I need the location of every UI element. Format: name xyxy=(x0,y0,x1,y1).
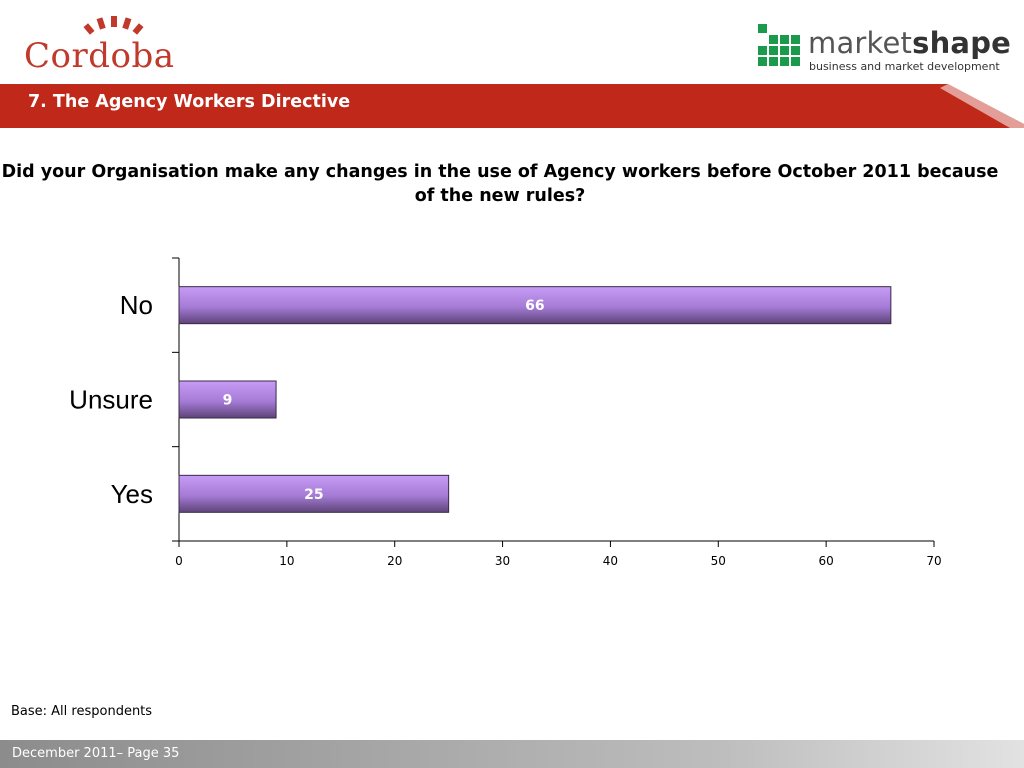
base-note: Base: All respondents xyxy=(11,704,153,719)
x-tick-label: 60 xyxy=(819,554,834,568)
category-label: No xyxy=(120,290,153,320)
data-label: 25 xyxy=(304,487,323,503)
bar-yes xyxy=(178,474,450,513)
x-tick-label: 30 xyxy=(495,554,510,568)
grid-squares-icon xyxy=(758,24,800,66)
data-label: 9 xyxy=(223,393,233,409)
x-tick-label: 10 xyxy=(279,554,294,568)
x-tick-label: 0 xyxy=(175,554,183,568)
cordoba-wordmark: Cordoba xyxy=(24,36,175,76)
data-label: 66 xyxy=(525,298,544,314)
x-tick-label: 70 xyxy=(926,554,941,568)
category-label: Yes xyxy=(111,479,153,509)
x-tick-label: 50 xyxy=(711,554,726,568)
marketshape-wordmark: marketshape xyxy=(808,26,1012,60)
x-tick-label: 20 xyxy=(387,554,402,568)
sunburst-icon xyxy=(83,16,144,35)
section-title: 7. The Agency Workers Directive xyxy=(28,92,351,112)
cordoba-logo: Cordoba xyxy=(24,16,184,76)
marketshape-logo: marketshape business and market developm… xyxy=(758,24,1012,76)
x-tick-label: 40 xyxy=(603,554,618,568)
chart-title: Did your Organisation make any changes i… xyxy=(1,162,999,206)
marketshape-tagline: business and market development xyxy=(809,60,1000,73)
category-label: Unsure xyxy=(69,385,153,415)
bar-no xyxy=(178,286,892,325)
bar-unsure xyxy=(178,380,277,419)
section-banner xyxy=(0,84,1024,128)
footer-page-label: December 2011– Page 35 xyxy=(12,746,180,761)
bar-chart: 0 10 20 30 40 50 60 70 66 No 9 Unsure 25 Yes xyxy=(69,257,942,568)
footer-bar xyxy=(0,740,1024,768)
